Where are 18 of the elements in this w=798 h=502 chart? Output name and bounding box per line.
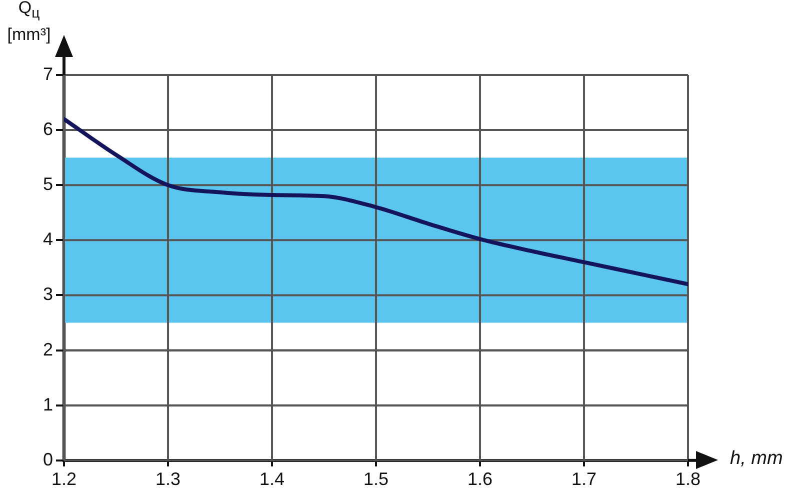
y-axis-title: Q$_{ц}$ [mm³] — [6, 0, 52, 46]
y-tick-label: 4 — [42, 229, 54, 250]
y-tick-label: 0 — [42, 449, 54, 470]
y-tick-label: 2 — [42, 339, 54, 360]
y-tick-label: 3 — [42, 284, 54, 304]
x-axis-title: h, mm — [730, 448, 783, 470]
y-tick-label: 5 — [42, 174, 54, 194]
x-tick-label: 1.3 — [155, 469, 181, 490]
x-tick-label: 1.4 — [259, 469, 285, 490]
x-tick-label: 1.6 — [467, 469, 493, 490]
y-tick-label: 7 — [42, 64, 54, 84]
y-tick-label: 1 — [42, 394, 54, 414]
y-tick-label: 6 — [42, 119, 54, 140]
x-tick-label: 1.5 — [363, 469, 389, 490]
x-tick-label: 1.8 — [675, 469, 701, 490]
line-series — [64, 117, 688, 286]
x-tick-label: 1.7 — [571, 469, 597, 490]
x-tick-label: 1.2 — [51, 469, 77, 490]
